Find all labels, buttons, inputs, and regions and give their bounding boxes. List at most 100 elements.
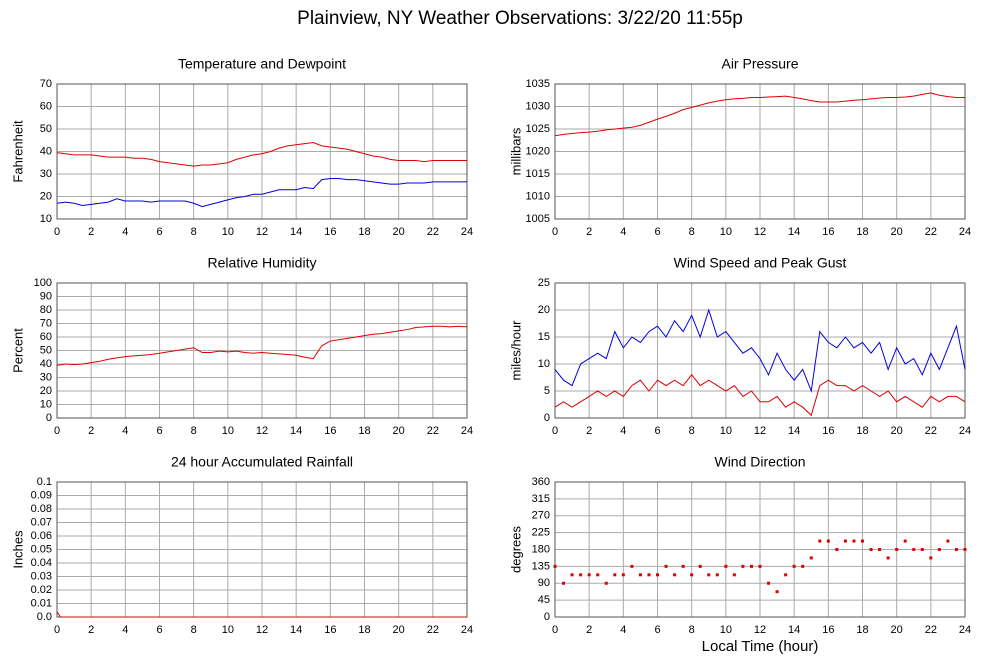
x-tick-label: 4	[620, 425, 626, 437]
plot-frame	[554, 83, 966, 220]
y-tick-label: 50	[40, 344, 52, 356]
point	[604, 581, 608, 585]
point	[707, 573, 711, 577]
plot-frame	[56, 83, 468, 220]
y-tick-label: 10	[538, 358, 550, 370]
x-tick-label: 6	[654, 226, 660, 238]
x-tick-label: 22	[925, 425, 937, 437]
y-tick-label: 50	[40, 123, 52, 135]
x-tick-label: 16	[822, 425, 834, 437]
series-line	[554, 308, 966, 393]
x-tick-label: 14	[788, 226, 800, 238]
x-tick-label: 18	[856, 226, 868, 238]
plot-frame	[554, 282, 966, 419]
series-line	[554, 373, 966, 417]
x-tick-label: 10	[222, 226, 234, 238]
y-tick-label: 90	[538, 577, 550, 589]
point	[835, 548, 839, 551]
point	[895, 548, 899, 551]
x-tick-label: 22	[427, 226, 439, 238]
point	[647, 573, 651, 577]
x-tick-label: 8	[191, 624, 197, 636]
point	[656, 573, 659, 577]
chart-title: Wind Speed and Peak Gust	[674, 255, 847, 271]
y-axis-label: Inches	[10, 530, 25, 569]
x-tick-label: 0	[552, 624, 558, 636]
y-tick-label: 70	[40, 78, 52, 90]
x-tick-label: 10	[720, 425, 732, 437]
x-tick-label: 8	[689, 425, 695, 437]
x-tick-label: 4	[620, 226, 626, 238]
y-tick-label: 0.08	[31, 503, 52, 515]
point	[630, 564, 634, 568]
y-tick-label: 135	[532, 560, 550, 572]
x-tick-label: 4	[122, 425, 128, 437]
y-tick-label: 25	[538, 277, 550, 289]
point	[963, 548, 967, 551]
y-tick-label: 80	[40, 304, 52, 316]
y-tick-label: 0.05	[31, 543, 52, 555]
y-tick-label: 1025	[526, 123, 550, 135]
x-tick-label: 14	[290, 425, 302, 437]
point	[767, 581, 771, 585]
series-line	[56, 611, 467, 618]
y-axis-label: miles/hour	[508, 320, 523, 381]
point	[920, 548, 924, 551]
x-tick-label: 4	[620, 624, 626, 636]
point	[809, 556, 813, 560]
y-tick-label: 225	[532, 527, 550, 539]
x-tick-label: 10	[222, 425, 234, 437]
x-tick-label: 2	[586, 425, 592, 437]
point	[698, 564, 702, 568]
x-tick-label: 2	[88, 624, 94, 636]
y-tick-label: 0.09	[31, 489, 52, 501]
y-tick-label: 180	[532, 543, 550, 555]
x-tick-label: 20	[393, 226, 405, 238]
x-tick-label: 20	[891, 624, 903, 636]
point	[801, 564, 805, 568]
y-tick-label: 0.02	[31, 584, 52, 596]
x-tick-label: 2	[88, 425, 94, 437]
y-tick-label: 1035	[526, 78, 550, 90]
x-tick-label: 0	[54, 624, 60, 636]
x-tick-label: 18	[358, 226, 370, 238]
x-tick-label: 8	[689, 226, 695, 238]
y-tick-label: 0.01	[31, 597, 52, 609]
y-tick-label: 5	[544, 385, 550, 397]
point	[664, 564, 668, 568]
x-tick-label: 20	[891, 425, 903, 437]
x-tick-label: 12	[754, 624, 766, 636]
point	[570, 573, 574, 577]
y-tick-label: 0	[46, 412, 52, 424]
x-tick-label: 6	[654, 425, 660, 437]
x-tick-label: 6	[156, 624, 162, 636]
x-tick-label: 10	[720, 624, 732, 636]
series-line	[56, 325, 468, 366]
chart-title: Air Pressure	[721, 56, 798, 72]
x-tick-label: 22	[925, 226, 937, 238]
x-tick-label: 14	[290, 226, 302, 238]
point	[861, 539, 864, 543]
y-tick-label: 1010	[526, 190, 550, 202]
y-tick-label: 0.03	[31, 570, 52, 582]
x-tick-label: 14	[290, 624, 302, 636]
y-tick-label: 20	[40, 190, 52, 202]
point	[869, 548, 873, 551]
y-tick-label: 40	[40, 358, 52, 370]
y-tick-label: 360	[532, 476, 550, 488]
x-tick-label: 20	[393, 425, 405, 437]
x-tick-label: 20	[891, 226, 903, 238]
y-tick-label: 1015	[526, 168, 550, 180]
point	[784, 573, 788, 577]
x-tick-label: 10	[720, 226, 732, 238]
point	[792, 564, 796, 568]
x-tick-label: 20	[393, 624, 405, 636]
point	[715, 573, 719, 577]
point	[826, 539, 830, 543]
y-tick-label: 100	[34, 277, 52, 289]
point	[929, 556, 933, 560]
x-tick-label: 8	[689, 624, 695, 636]
x-tick-label: 16	[324, 425, 336, 437]
chart-title: Relative Humidity	[208, 255, 317, 271]
